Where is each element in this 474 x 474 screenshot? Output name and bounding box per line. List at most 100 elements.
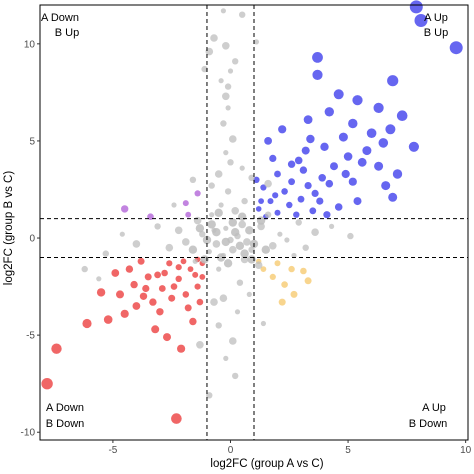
- point-a-up-b-down: [269, 273, 276, 280]
- point-not-significant: [225, 105, 231, 111]
- point-a-up-b-down: [288, 265, 295, 273]
- point-not-significant: [239, 11, 246, 18]
- point-not-significant: [222, 92, 230, 101]
- point-both-down: [82, 318, 92, 329]
- point-not-significant: [229, 245, 237, 254]
- point-a-down-b-up: [185, 211, 192, 218]
- point-not-significant: [234, 309, 241, 315]
- point-both-up: [325, 179, 334, 188]
- point-both-down: [192, 271, 199, 278]
- point-both-down: [189, 317, 197, 326]
- point-both-down: [182, 291, 190, 298]
- point-both-down: [137, 257, 145, 265]
- point-not-significant: [269, 242, 277, 250]
- point-not-significant: [256, 216, 266, 225]
- point-not-significant: [215, 322, 222, 329]
- point-both-up: [286, 201, 293, 209]
- point-both-up: [396, 110, 408, 121]
- point-not-significant: [261, 245, 270, 254]
- point-not-significant: [277, 231, 283, 237]
- point-both-up: [320, 142, 329, 151]
- point-both-up: [449, 41, 463, 55]
- point-both-up: [374, 161, 384, 171]
- point-not-significant: [218, 202, 224, 208]
- point-not-significant: [171, 202, 177, 208]
- point-both-up: [387, 75, 399, 87]
- point-a-up-b-down: [278, 298, 286, 306]
- point-both-up: [408, 141, 419, 152]
- point-not-significant: [210, 34, 218, 42]
- quadrant-label-top-left-2: B Up: [55, 27, 79, 39]
- point-both-up: [388, 192, 398, 202]
- point-both-down: [158, 285, 166, 292]
- point-both-down: [154, 271, 162, 279]
- point-both-up: [297, 195, 305, 203]
- point-not-significant: [227, 159, 234, 166]
- point-not-significant: [212, 240, 221, 248]
- point-not-significant: [239, 165, 245, 171]
- point-a-down-b-up: [194, 190, 201, 197]
- point-both-up: [318, 174, 327, 182]
- point-both-up: [333, 89, 344, 100]
- point-both-up: [338, 132, 348, 142]
- point-not-significant: [132, 240, 141, 248]
- point-not-significant: [193, 216, 202, 225]
- point-both-up: [366, 128, 377, 138]
- point-both-up: [343, 152, 353, 161]
- point-both-up: [288, 178, 295, 186]
- point-both-up: [348, 118, 358, 129]
- point-both-down: [116, 290, 124, 299]
- point-not-significant: [219, 294, 228, 303]
- point-both-up: [392, 169, 403, 179]
- point-not-significant: [240, 249, 249, 258]
- point-both-up: [253, 176, 260, 183]
- point-not-significant: [238, 212, 247, 221]
- x-axis-title: log2FC (group A vs C): [210, 458, 323, 470]
- point-not-significant: [264, 211, 272, 218]
- point-both-up: [353, 197, 362, 206]
- point-both-up: [293, 211, 300, 218]
- point-both-up: [301, 146, 310, 155]
- point-both-down: [170, 283, 178, 290]
- y-tick-label: -10: [21, 428, 36, 439]
- point-both-down: [187, 266, 194, 272]
- point-both-up: [272, 192, 279, 199]
- data-points: [41, 0, 463, 424]
- point-both-up: [258, 198, 264, 205]
- point-both-up: [334, 203, 343, 211]
- point-not-significant: [254, 261, 263, 270]
- point-both-down: [196, 298, 204, 306]
- point-not-significant: [224, 188, 232, 195]
- y-axis-title: log2FC (group B vs C): [3, 171, 15, 286]
- point-a-up-b-down: [260, 266, 267, 272]
- quadrant-label-bottom-left-1: A Down: [46, 402, 84, 414]
- point-not-significant: [196, 341, 204, 349]
- point-not-significant: [257, 222, 265, 231]
- point-both-up: [316, 197, 324, 205]
- quadrant-label-bottom-left-2: B Down: [46, 418, 85, 430]
- point-not-significant: [221, 237, 230, 247]
- point-not-significant: [302, 244, 309, 251]
- point-a-up-b-down: [281, 281, 288, 288]
- point-both-up: [306, 134, 315, 144]
- point-not-significant: [232, 58, 239, 65]
- point-both-up: [269, 154, 277, 162]
- point-both-down: [144, 273, 152, 281]
- point-not-significant: [248, 174, 255, 181]
- point-not-significant: [329, 223, 335, 229]
- point-not-significant: [311, 228, 319, 236]
- point-not-significant: [220, 120, 227, 127]
- point-both-up: [260, 184, 267, 191]
- point-not-significant: [347, 232, 354, 240]
- point-not-significant: [231, 207, 239, 215]
- quadrant-label-top-right-1: A Up: [424, 12, 448, 24]
- point-not-significant: [216, 253, 226, 262]
- point-both-up: [352, 95, 363, 106]
- point-not-significant: [182, 238, 190, 246]
- point-both-down: [194, 283, 201, 290]
- point-both-down: [41, 378, 53, 390]
- point-both-down: [149, 298, 157, 306]
- point-not-significant: [220, 8, 226, 14]
- point-not-significant: [227, 68, 234, 74]
